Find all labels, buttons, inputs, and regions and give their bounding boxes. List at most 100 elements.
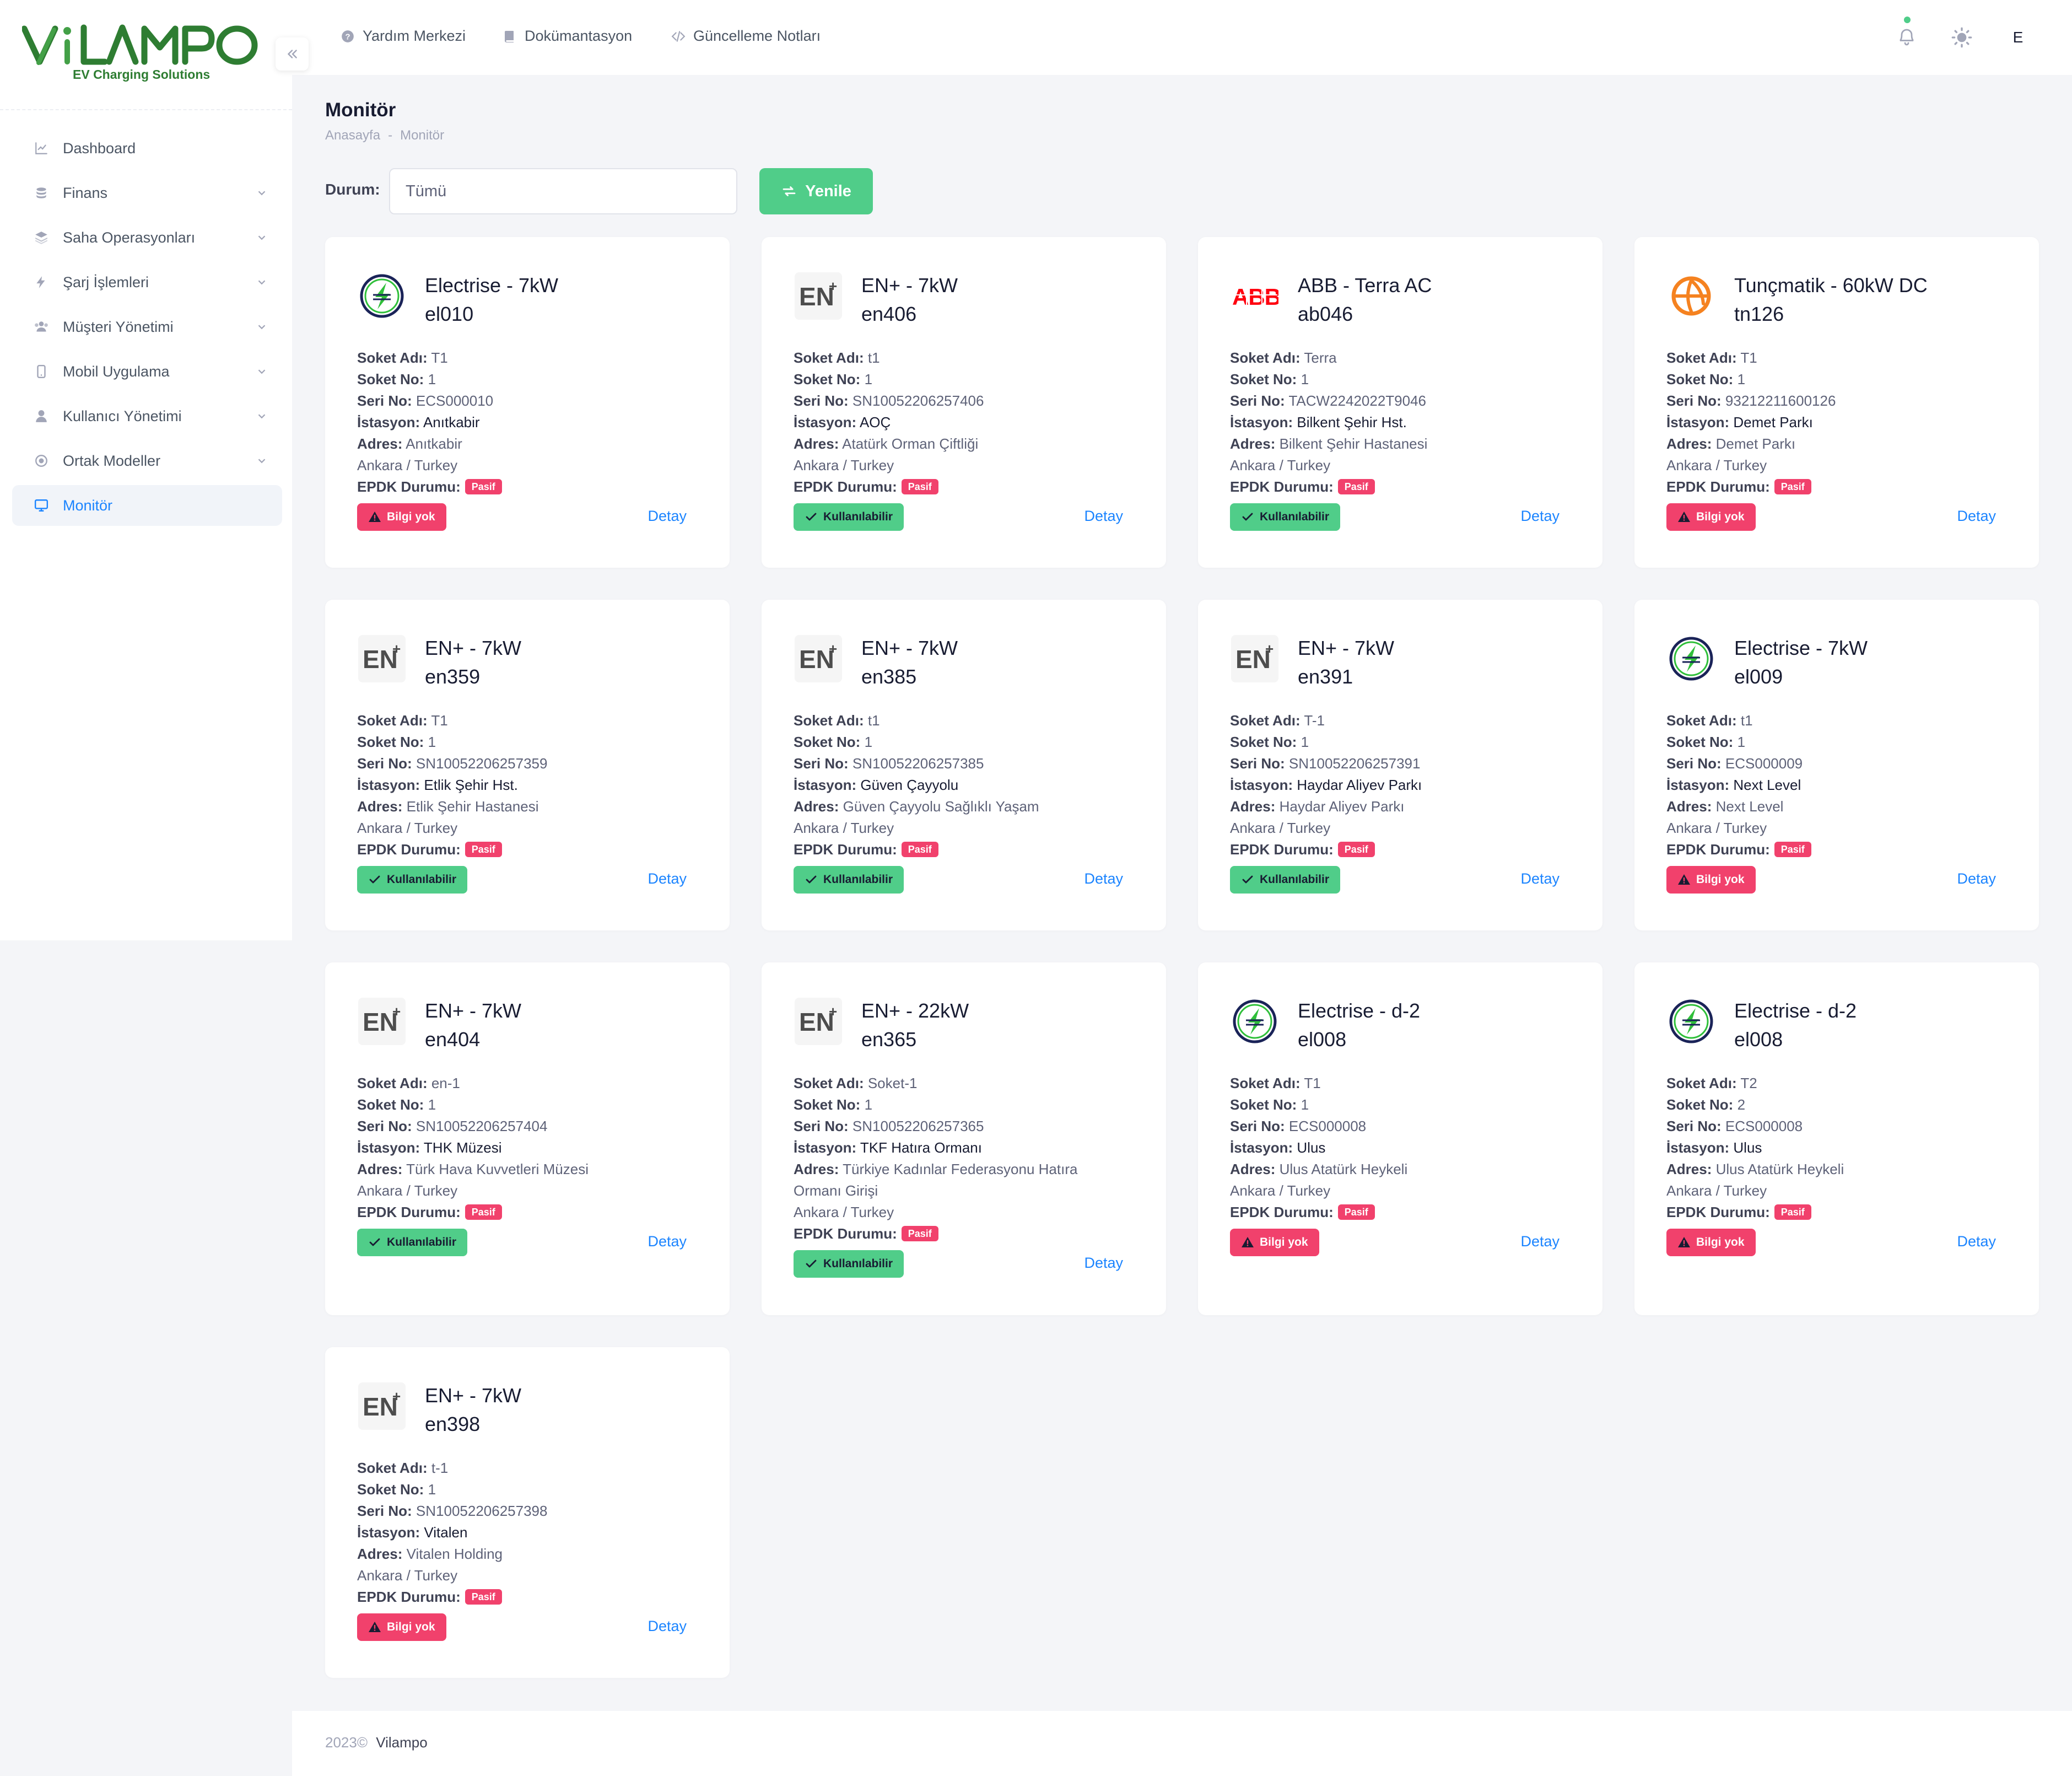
- station-row: İstasyon: Vitalen: [357, 1522, 710, 1543]
- address-value: Türkiye Kadınlar Federasyonu Hatıra Orma…: [794, 1161, 1078, 1199]
- serial-no-value: ECS000009: [1725, 755, 1803, 772]
- footer-brand-link[interactable]: Vilampo: [376, 1734, 428, 1751]
- address-row: Adres: Güven Çayyolu Sağlıklı Yaşam: [794, 796, 1146, 817]
- sidebar-item-monitor[interactable]: Monitör: [12, 485, 282, 526]
- socket-name-label: Soket Adı:: [794, 712, 864, 729]
- breadcrumb-home[interactable]: Anasayfa: [325, 128, 381, 143]
- epdk-label: EPDK Durumu:: [1230, 841, 1334, 858]
- charger-info: Soket Adı: t-1 Soket No: 1 Seri No: SN1005…: [357, 1457, 710, 1608]
- detail-link[interactable]: Detay: [1084, 870, 1123, 887]
- sidebar-item-saha-operasyonlari[interactable]: Saha Operasyonları: [12, 217, 282, 258]
- city-value: Ankara / Turkey: [1230, 820, 1331, 836]
- socket-no-label: Soket No:: [1666, 734, 1734, 750]
- socket-name-label: Soket Adı:: [357, 1460, 428, 1476]
- check-icon: [806, 513, 817, 521]
- avatar[interactable]: E: [2012, 29, 2024, 46]
- help-center-label: Yardım Merkezi: [363, 28, 466, 44]
- sun-icon[interactable]: [1951, 26, 1973, 49]
- sidebar-item-dashboard[interactable]: Dashboard: [12, 128, 282, 169]
- sidebar-item-ortak-modeller[interactable]: Ortak Modeller: [12, 440, 282, 481]
- detail-link[interactable]: Detay: [1957, 870, 1996, 887]
- socket-no-label: Soket No:: [1230, 371, 1297, 388]
- status-filter-select[interactable]: Tümü: [389, 168, 737, 214]
- address-row: Adres: Next Level: [1666, 796, 2019, 817]
- sidebar-item-mobil-uygulama[interactable]: Mobil Uygulama: [12, 351, 282, 392]
- epdk-row: EPDK Durumu: Pasif: [1666, 476, 2019, 498]
- warning-icon: [1678, 512, 1690, 522]
- socket-no-value: 1: [1301, 1096, 1309, 1113]
- chevron-down-icon: [258, 414, 266, 419]
- status-badge-label: Kullanılabilir: [1260, 510, 1330, 523]
- detail-link[interactable]: Detay: [648, 1618, 687, 1634]
- serial-no-row: Seri No: ECS000009: [1666, 753, 2019, 774]
- serial-no-row: Seri No: TACW2242022T9046: [1230, 390, 1583, 412]
- chart-line-icon: [33, 140, 50, 157]
- detail-link[interactable]: Detay: [1084, 508, 1123, 524]
- socket-name-value: T-1: [1304, 712, 1325, 729]
- serial-no-row: Seri No: ECS000010: [357, 390, 710, 412]
- status-badge-available: Kullanılabilir: [357, 866, 468, 894]
- epdk-label: EPDK Durumu:: [1230, 478, 1334, 495]
- charger-code: el009: [1734, 665, 1783, 688]
- detail-link[interactable]: Detay: [648, 1233, 687, 1250]
- detail-link[interactable]: Detay: [1520, 1233, 1560, 1250]
- station-value: Etlik Şehir Hst.: [424, 777, 518, 793]
- socket-name-row: Soket Adı: t1: [794, 347, 1146, 369]
- address-label: Adres:: [357, 798, 403, 815]
- socket-name-label: Soket Adı:: [794, 1075, 864, 1091]
- brand-logo[interactable]: EV Charging Solutions: [21, 22, 265, 88]
- footer-year: 2023©: [325, 1734, 368, 1751]
- documentation-link[interactable]: Dokümantasyon: [501, 28, 632, 45]
- detail-link[interactable]: Detay: [1084, 1255, 1123, 1271]
- top-header: ? Yardım Merkezi Dokümantasyon Güncellem…: [292, 0, 2072, 75]
- help-center-link[interactable]: ? Yardım Merkezi: [339, 28, 466, 45]
- detail-link[interactable]: Detay: [1957, 1233, 1996, 1250]
- socket-name-value: T1: [431, 349, 448, 366]
- charger-model: EN+ - 22kW: [861, 999, 969, 1022]
- notification-dot: [1904, 17, 1911, 23]
- serial-no-value: SN10052206257406: [852, 392, 984, 409]
- charger-model: EN+ - 7kW: [861, 274, 958, 297]
- layers-icon: [33, 229, 50, 246]
- socket-name-value: t1: [867, 712, 880, 729]
- release-notes-link[interactable]: Güncelleme Notları: [670, 28, 821, 45]
- refresh-button[interactable]: Yenile: [759, 168, 873, 214]
- sidebar-collapse-button[interactable]: [276, 37, 309, 71]
- city-value: Ankara / Turkey: [794, 820, 894, 836]
- station-row: İstasyon: Etlik Şehir Hst.: [357, 774, 710, 796]
- serial-no-row: Seri No: ECS000008: [1230, 1116, 1583, 1137]
- code-icon: [670, 28, 687, 45]
- epdk-status-badge: Pasif: [465, 1204, 502, 1220]
- check-icon: [369, 875, 380, 884]
- sidebar-item-musteri-yonetimi[interactable]: Müşteri Yönetimi: [12, 306, 282, 347]
- electrise-logo-icon: [1666, 634, 1716, 684]
- socket-no-value: 1: [1301, 734, 1309, 750]
- chevron-down-icon: [258, 369, 266, 374]
- bell-icon[interactable]: [1897, 25, 1919, 50]
- sidebar-item-finans[interactable]: Finans: [12, 173, 282, 213]
- charger-card: Electrise - 7kW el009 Soket Adı: t1 Soket N…: [1634, 600, 2039, 930]
- detail-link[interactable]: Detay: [648, 508, 687, 524]
- socket-no-value: 1: [428, 1096, 436, 1113]
- charger-info: Soket Adı: Terra Soket No: 1 Seri No: TACW…: [1230, 347, 1583, 498]
- socket-no-label: Soket No:: [794, 371, 861, 388]
- detail-link[interactable]: Detay: [1957, 508, 1996, 524]
- detail-link[interactable]: Detay: [1520, 870, 1560, 887]
- sidebar-item-kullanici-yonetimi[interactable]: Kullanıcı Yönetimi: [12, 396, 282, 437]
- station-label: İstasyon:: [357, 1139, 420, 1156]
- breadcrumb: Anasayfa - Monitör: [325, 128, 444, 143]
- socket-name-row: Soket Adı: T2: [1666, 1073, 2019, 1094]
- charger-title: Electrise - 7kW el010: [425, 271, 558, 329]
- sidebar-item-sarj-islemleri[interactable]: Şarj İşlemleri: [12, 262, 282, 303]
- detail-link[interactable]: Detay: [648, 870, 687, 887]
- charger-model: EN+ - 7kW: [425, 999, 522, 1022]
- charger-code: en398: [425, 1413, 481, 1435]
- charger-title: Electrise - d-2 el008: [1734, 997, 1857, 1054]
- charger-card: EN + EN+ - 7kW en398 Soket Adı: t-1 Soket No:…: [325, 1347, 730, 1678]
- charger-card: EN + EN+ - 7kW en359 Soket Adı: T1 Soket No: …: [325, 600, 730, 930]
- socket-no-value: 1: [864, 734, 873, 750]
- detail-link[interactable]: Detay: [1520, 508, 1560, 524]
- charger-code: tn126: [1734, 303, 1784, 325]
- enplus-logo-icon: EN +: [794, 634, 843, 684]
- socket-no-label: Soket No:: [794, 1096, 861, 1113]
